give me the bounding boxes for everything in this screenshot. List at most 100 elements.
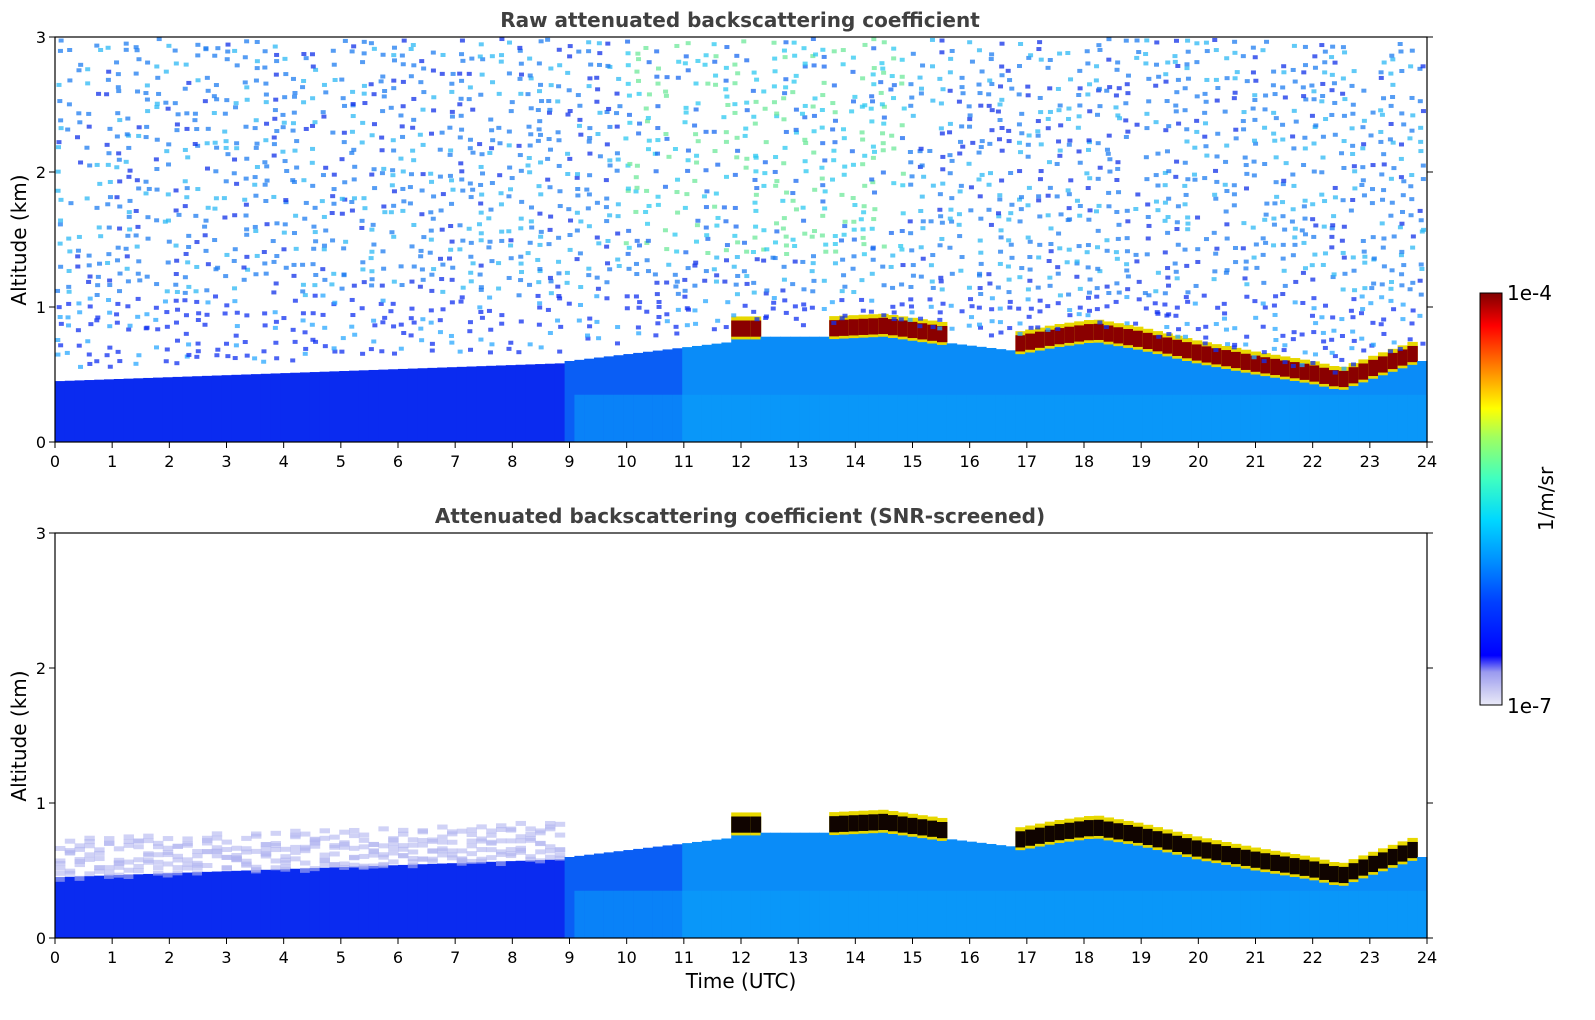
- noise-speckle: [320, 173, 326, 178]
- noise-speckle: [398, 113, 404, 118]
- noise-speckle: [1408, 64, 1414, 69]
- noise-speckle: [849, 109, 855, 114]
- noise-speckle: [1163, 128, 1169, 133]
- noise-speckle: [204, 75, 210, 80]
- noise-speckle: [437, 256, 443, 261]
- noise-speckle: [1145, 202, 1151, 207]
- noise-speckle: [1214, 98, 1220, 103]
- noise-speckle: [1401, 179, 1407, 184]
- cloud-layer-column: [741, 816, 752, 833]
- noise-speckle: [1192, 301, 1198, 306]
- residual-layer-speckle: [211, 845, 223, 851]
- cloud-layer-column: [1123, 328, 1134, 346]
- noise-speckle: [400, 186, 406, 191]
- noise-speckle: [1319, 43, 1325, 48]
- noise-speckle: [793, 316, 799, 321]
- noise-speckle: [1085, 313, 1091, 318]
- noise-speckle: [175, 338, 181, 343]
- noise-speckle: [1174, 159, 1180, 164]
- noise-speckle: [1397, 346, 1403, 351]
- residual-layer-speckle: [251, 868, 262, 874]
- boundary-layer-column: [554, 363, 566, 442]
- noise-speckle: [1410, 113, 1416, 118]
- noise-speckle: [470, 261, 476, 266]
- noise-speckle: [597, 154, 603, 159]
- noise-speckle: [457, 71, 463, 76]
- noise-speckle: [84, 145, 90, 150]
- noise-speckle: [192, 141, 198, 146]
- residual-layer-speckle: [368, 863, 379, 869]
- noise-speckle: [1185, 299, 1191, 304]
- noise-speckle: [479, 152, 485, 157]
- noise-speckle: [1097, 165, 1103, 170]
- noise-speckle: [772, 169, 778, 174]
- noise-speckle: [58, 38, 64, 43]
- noise-speckle: [928, 263, 934, 268]
- noise-speckle: [313, 67, 319, 72]
- noise-speckle: [643, 45, 649, 50]
- noise-speckle: [518, 226, 524, 231]
- noise-speckle: [1025, 287, 1031, 292]
- noise-speckle: [1115, 166, 1121, 171]
- noise-speckle: [1223, 327, 1229, 332]
- noise-speckle: [999, 73, 1005, 78]
- noise-speckle: [126, 145, 132, 150]
- noise-speckle: [1115, 160, 1121, 165]
- noise-speckle: [182, 204, 188, 209]
- noise-speckle: [938, 214, 944, 219]
- noise-speckle: [1223, 209, 1229, 214]
- noise-speckle: [1143, 61, 1149, 66]
- noise-speckle: [1381, 162, 1387, 167]
- noise-speckle: [674, 331, 680, 336]
- noise-speckle: [232, 48, 238, 53]
- noise-speckle: [780, 226, 786, 231]
- noise-speckle: [1035, 325, 1041, 330]
- noise-speckle: [939, 50, 945, 55]
- noise-speckle: [389, 183, 395, 188]
- noise-speckle: [937, 243, 943, 248]
- noise-speckle: [213, 83, 219, 88]
- noise-speckle: [538, 234, 544, 239]
- residual-layer-speckle: [339, 861, 350, 867]
- residual-layer-speckle: [221, 855, 232, 861]
- residual-layer-speckle: [398, 843, 409, 849]
- noise-speckle: [1332, 354, 1338, 359]
- noise-speckle: [115, 245, 121, 250]
- surface-layer-column: [1093, 890, 1105, 938]
- noise-speckle: [1184, 139, 1190, 144]
- noise-speckle: [714, 223, 720, 228]
- noise-speckle: [574, 210, 580, 215]
- noise-speckle: [957, 151, 963, 156]
- noise-speckle: [370, 222, 376, 227]
- noise-speckle: [1106, 133, 1112, 138]
- noise-speckle: [1166, 169, 1172, 174]
- noise-speckle: [1263, 240, 1269, 245]
- x-tick-label: 22: [1302, 452, 1322, 471]
- noise-speckle: [1409, 197, 1415, 202]
- noise-speckle: [596, 62, 602, 67]
- noise-speckle: [773, 155, 779, 160]
- cloud-layer-column: [839, 319, 850, 336]
- noise-speckle: [615, 231, 621, 236]
- residual-layer-speckle: [388, 845, 399, 851]
- surface-layer-column: [741, 890, 752, 938]
- noise-speckle: [468, 270, 474, 275]
- cloud-layer-column: [1329, 866, 1340, 883]
- noise-speckle: [1009, 202, 1015, 207]
- residual-layer-speckle: [64, 849, 76, 855]
- noise-speckle: [302, 216, 308, 221]
- surface-layer-column: [750, 890, 762, 938]
- noise-speckle: [68, 201, 74, 206]
- noise-speckle: [860, 235, 866, 240]
- noise-speckle: [1409, 128, 1415, 133]
- surface-layer-column: [1015, 890, 1026, 938]
- boundary-layer-column: [241, 870, 252, 938]
- noise-speckle: [1417, 66, 1423, 71]
- noise-speckle: [1310, 360, 1316, 365]
- noise-speckle: [800, 323, 806, 328]
- surface-layer-column: [1250, 890, 1261, 938]
- noise-speckle: [791, 40, 797, 45]
- residual-layer-speckle: [456, 857, 468, 863]
- noise-speckle: [978, 250, 984, 255]
- cloud-layer-column: [1368, 855, 1379, 873]
